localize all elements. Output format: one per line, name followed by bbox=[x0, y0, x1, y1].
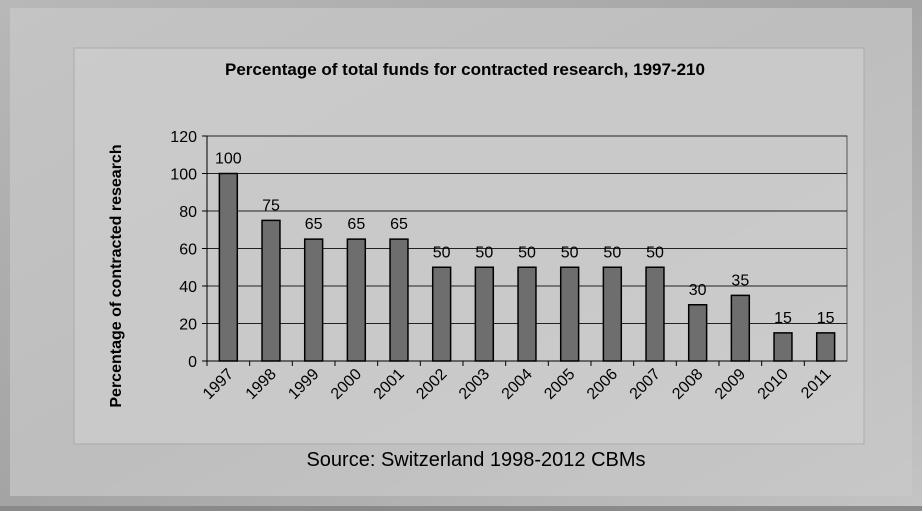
y-axis-label: Percentage of contracted research bbox=[108, 144, 125, 407]
data-label: 50 bbox=[603, 244, 621, 261]
bar bbox=[645, 266, 665, 362]
bar bbox=[517, 266, 537, 362]
data-label: 65 bbox=[347, 216, 365, 233]
y-tick-label: 0 bbox=[188, 354, 197, 371]
data-label: 15 bbox=[774, 310, 792, 327]
bar bbox=[815, 332, 836, 362]
data-label: 50 bbox=[561, 244, 579, 261]
y-tick-label: 40 bbox=[179, 279, 197, 296]
bar bbox=[730, 294, 751, 362]
data-label: 35 bbox=[731, 272, 749, 289]
bar bbox=[773, 332, 793, 362]
data-label: 50 bbox=[475, 244, 493, 261]
bar bbox=[218, 172, 239, 362]
bar bbox=[303, 238, 324, 362]
y-tick-label: 20 bbox=[179, 317, 197, 334]
data-label: 50 bbox=[518, 244, 536, 261]
bar bbox=[559, 266, 580, 362]
bar bbox=[474, 266, 495, 362]
bar bbox=[389, 238, 409, 362]
data-label: 30 bbox=[689, 282, 707, 299]
y-tick-label: 60 bbox=[179, 242, 197, 259]
data-label: 50 bbox=[433, 244, 451, 261]
bar bbox=[602, 266, 623, 362]
bar bbox=[687, 304, 708, 362]
data-label: 15 bbox=[817, 310, 835, 327]
y-tick-label: 80 bbox=[179, 204, 197, 221]
y-tick-label: 120 bbox=[170, 129, 197, 146]
chart-panel bbox=[73, 47, 865, 445]
chart-title: Percentage of total funds for contracted… bbox=[225, 60, 705, 79]
bar bbox=[261, 219, 281, 362]
data-label: 100 bbox=[215, 151, 242, 168]
bar bbox=[346, 238, 367, 362]
data-label: 50 bbox=[646, 244, 664, 261]
data-label: 65 bbox=[305, 216, 323, 233]
y-tick-label: 100 bbox=[170, 167, 197, 184]
bar bbox=[431, 266, 452, 362]
data-label: 75 bbox=[262, 197, 280, 214]
source-note: Source: Switzerland 1998-2012 CBMs bbox=[306, 449, 645, 471]
data-label: 65 bbox=[390, 216, 408, 233]
